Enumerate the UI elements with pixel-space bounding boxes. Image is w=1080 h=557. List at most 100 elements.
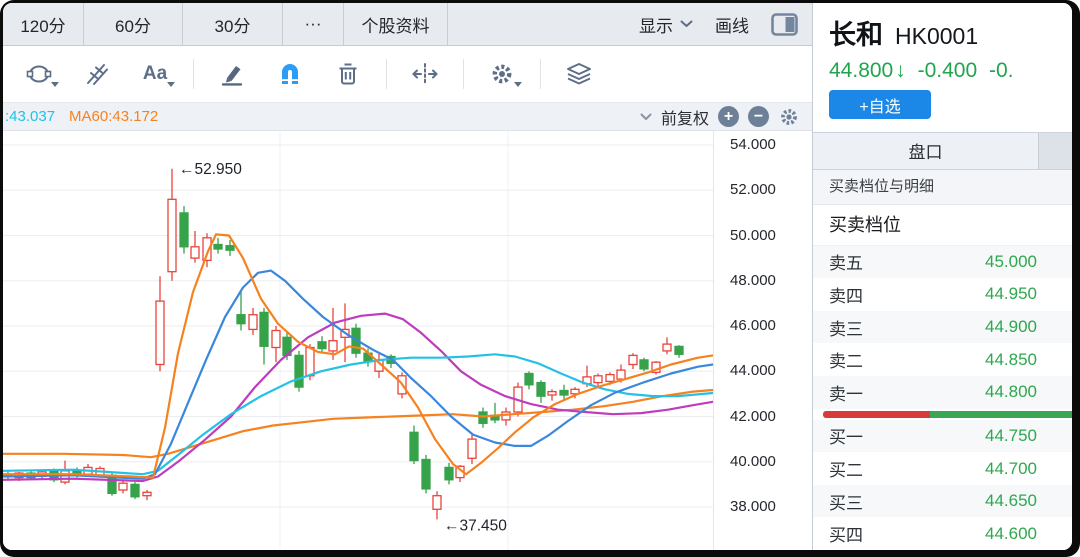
display-menu[interactable]: 显示 [639, 12, 693, 37]
adjust-mode-label[interactable]: 前复权 [660, 110, 709, 128]
stock-name: 长和 [829, 20, 883, 50]
panel-tab-bar: 盘口 [813, 131, 1072, 170]
bid-row-3[interactable]: 买四 44.600 [813, 517, 1072, 550]
candlestick-chart[interactable]: ←52.950 ←37.450 [3, 131, 713, 550]
bid-levels: 买一 44.750 买二 44.700 买三 44.650 买四 44.600 [813, 419, 1072, 550]
price-tick: 42.000 [730, 407, 776, 425]
caret-down-icon [514, 82, 522, 87]
settings-tool[interactable] [476, 54, 528, 94]
order-book-section-title: 买卖档位 [813, 205, 1072, 246]
price-tick: 46.000 [730, 317, 776, 334]
toolbar-separator [540, 59, 541, 89]
chart-settings-icon[interactable] [778, 106, 800, 128]
zoom-out-button[interactable]: − [748, 106, 769, 127]
draw-line-label: 画线 [715, 16, 749, 36]
panel-toggle-icon [771, 12, 798, 36]
price-axis[interactable]: 54.000 52.000 50.000 48.000 46.000 44.000 42.0… [713, 131, 812, 550]
quote-panel: 长和 HK0001 44.800↓ -0.400 -0. +自选 盘口 买卖档位… [812, 3, 1072, 550]
indicator-bar: :43.037 MA60:43.172 前复权 + − [3, 103, 812, 131]
layers-tool[interactable] [553, 54, 605, 94]
ma30-legend: :43.037 [5, 108, 56, 125]
ask-row-3[interactable]: 卖二 44.850 [813, 343, 1072, 376]
bid-label: 买二 [829, 461, 863, 481]
app-window: 120分 60分 30分 ··· 个股资料 显示 画线 [3, 3, 1072, 550]
price-tick: 44.000 [730, 362, 776, 380]
price-tick: 50.000 [730, 226, 776, 244]
text-tool[interactable]: Aa [129, 54, 181, 94]
ask-price: 44.900 [985, 317, 1037, 337]
bid-price: 44.700 [985, 458, 1037, 478]
caret-down-icon [51, 82, 59, 87]
ask-row-0[interactable]: 卖五 45.000 [813, 245, 1072, 279]
toolbar-separator [193, 59, 194, 89]
bid-label: 买四 [829, 526, 863, 546]
panel-toggle-button[interactable] [771, 12, 798, 36]
period-tab-bar: 120分 60分 30分 ··· 个股资料 显示 画线 [3, 3, 812, 46]
tab-order-book[interactable]: 盘口 [813, 132, 1039, 169]
period-tab-0[interactable]: 120分 [3, 3, 84, 45]
ask-price: 44.950 [985, 284, 1037, 304]
caret-down-icon [167, 82, 175, 87]
expand-horizontal-tool[interactable] [399, 54, 451, 94]
period-tab-1[interactable]: 60分 [84, 3, 183, 45]
down-arrow-icon: ↓ [895, 59, 906, 80]
display-menu-label: 显示 [639, 16, 673, 36]
period-tab-2[interactable]: 30分 [183, 3, 283, 45]
bid-price: 44.600 [985, 523, 1037, 543]
bid-label: 买一 [829, 428, 863, 448]
sell-ratio-segment [823, 410, 931, 418]
buy-sell-ratio [813, 409, 1072, 420]
price-change-pct: -0. [988, 59, 1014, 80]
period-tab-3[interactable]: ··· [283, 3, 344, 45]
ask-price: 44.800 [985, 382, 1037, 402]
chart-area: 120分 60分 30分 ··· 个股资料 显示 画线 [3, 3, 812, 550]
bid-row-1[interactable]: 买二 44.700 [813, 452, 1072, 485]
price-tick: 38.000 [730, 498, 776, 515]
stock-code: HK0001 [895, 23, 979, 49]
last-price: 44.800 [829, 59, 894, 80]
buy-ratio-segment [930, 410, 1072, 418]
order-book-header[interactable]: 买卖档位与明细 [813, 169, 1072, 205]
draw-line-menu[interactable]: 画线 [715, 12, 749, 37]
magnet-tool[interactable] [264, 54, 316, 94]
bid-price: 44.650 [985, 491, 1037, 511]
svg-text:←52.950: ←52.950 [179, 161, 242, 178]
price-tick: 54.000 [730, 136, 776, 153]
price-tick: 40.000 [730, 452, 776, 470]
ask-levels: 卖五 45.000 卖四 44.950 卖三 44.900 卖二 44.850 卖一 44.800 [813, 245, 1072, 409]
price-tick: 48.000 [730, 271, 776, 289]
add-watchlist-button[interactable]: +自选 [829, 90, 931, 119]
bid-row-2[interactable]: 买三 44.650 [813, 484, 1072, 518]
stock-header: 长和 HK0001 [813, 3, 1072, 52]
bid-label: 买三 [829, 493, 863, 513]
period-tab-4[interactable]: 个股资料 [344, 3, 448, 45]
chart-row: ←52.950 ←37.450 54.000 52.000 50.000 48.000 4… [3, 131, 812, 550]
ask-row-1[interactable]: 卖四 44.950 [813, 278, 1072, 311]
ask-label: 卖四 [829, 286, 863, 306]
drawing-toolbar: Aa [3, 46, 812, 103]
toolbar-separator [386, 59, 387, 89]
ask-row-4[interactable]: 卖一 44.800 [813, 375, 1072, 409]
ask-row-2[interactable]: 卖三 44.900 [813, 310, 1072, 344]
ask-label: 卖一 [829, 384, 863, 404]
price-change: -0.400 [917, 59, 978, 80]
bid-row-0[interactable]: 买一 44.750 [813, 419, 1072, 453]
bid-price: 44.750 [985, 425, 1037, 445]
chevron-down-icon[interactable] [640, 113, 652, 121]
price-tick: 52.000 [730, 181, 776, 199]
brush-tool[interactable] [206, 54, 258, 94]
ellipse-shape-tool[interactable] [13, 54, 65, 94]
ask-label: 卖三 [829, 319, 863, 339]
svg-text:←37.450: ←37.450 [444, 517, 507, 534]
ask-label: 卖五 [829, 254, 863, 274]
ask-price: 44.850 [985, 349, 1037, 369]
ask-price: 45.000 [985, 251, 1037, 271]
ma60-legend: MA60:43.172 [69, 108, 159, 125]
chevron-down-icon [680, 20, 693, 27]
delete-tool[interactable] [322, 54, 374, 94]
price-row: 44.800↓ -0.400 -0. [813, 52, 1072, 79]
pitchfork-tool[interactable] [71, 54, 123, 94]
zoom-in-button[interactable]: + [718, 106, 739, 127]
toolbar-separator [463, 59, 464, 89]
